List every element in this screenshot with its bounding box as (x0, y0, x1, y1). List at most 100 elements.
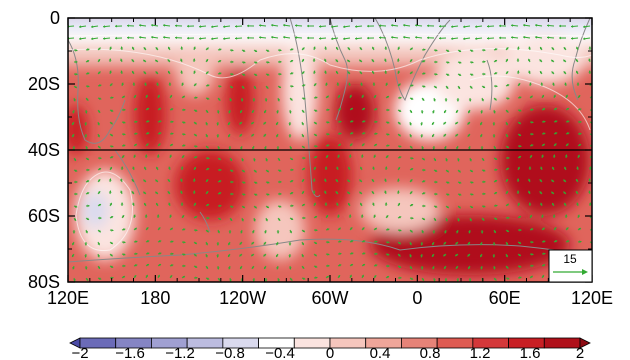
wind-vector-head (444, 146, 447, 150)
wind-vector-head (240, 266, 243, 269)
wind-vector-head (577, 95, 581, 98)
wind-vector-head (312, 178, 316, 181)
wind-vector-head (494, 157, 498, 160)
wind-vector-head (230, 85, 233, 89)
wind-vector-head (313, 202, 316, 206)
wind-vector-head (193, 166, 196, 170)
wind-vector-head (371, 59, 375, 62)
wind-vector-head (447, 193, 450, 196)
wind-vector-head (87, 48, 90, 52)
wind-vector-head (385, 155, 389, 158)
wind-vector-head (110, 265, 114, 268)
wind-vector-head (251, 110, 255, 113)
wind-vector-head (468, 110, 471, 114)
wind-vector-head (505, 58, 508, 62)
wind-vector-head (301, 242, 304, 246)
wind-vector-head (240, 146, 243, 150)
wind-vector-head (266, 73, 270, 76)
wind-vector-head (211, 37, 214, 41)
wind-vector-head (360, 202, 363, 206)
wind-vector-head (156, 154, 160, 157)
wind-vector-head (143, 71, 147, 74)
wind-vector-head (228, 122, 231, 125)
wind-vector-head (471, 192, 474, 196)
wind-vector-head (409, 123, 412, 126)
wind-vector-head (252, 230, 255, 234)
wind-vector-head (467, 122, 470, 125)
wind-vector-head (451, 25, 454, 28)
wind-vector-head (312, 70, 316, 73)
wind-vector-head (229, 98, 232, 102)
wind-vector-head (443, 121, 446, 125)
wind-vector-head (219, 84, 222, 88)
wind-vector-head (239, 134, 243, 137)
wind-vector-head (542, 264, 546, 267)
wind-vector-head (576, 82, 580, 85)
wind-vector-head (302, 229, 305, 233)
wind-vector-head (180, 58, 183, 62)
wind-vector-head (530, 228, 534, 231)
wind-vector-head (254, 73, 258, 76)
wind-vector-head (447, 60, 450, 64)
wind-vector-head (530, 95, 533, 99)
wind-vector-head (289, 230, 292, 234)
wind-vector-head (551, 191, 554, 195)
wind-vector-head (181, 82, 184, 85)
wind-vector-head (86, 192, 90, 195)
wind-vector-head (384, 166, 388, 169)
wind-vector-head (314, 216, 318, 219)
wind-vector-head (131, 179, 135, 182)
wind-vector-head (338, 264, 342, 267)
wind-vector-head (349, 274, 352, 278)
wind-vector-head (325, 215, 328, 218)
wind-vector-head (242, 169, 245, 173)
wind-vector-head (360, 82, 364, 85)
wind-vector-head (276, 242, 279, 246)
wind-vector-head (575, 179, 579, 182)
wind-vector-head (85, 278, 89, 281)
wind-vector-head (228, 231, 232, 234)
wind-vector-head (367, 24, 370, 28)
wind-vector-head (403, 23, 406, 27)
wind-vector-head (135, 252, 138, 256)
wind-vector-head (362, 264, 365, 267)
wind-vector-head (349, 94, 352, 98)
wind-vector-head (254, 49, 258, 52)
wind-vector-head (494, 278, 497, 281)
wind-vector-head (457, 219, 460, 222)
wind-vector-head (519, 109, 522, 112)
wind-vector-head (85, 146, 88, 150)
wind-vector-head (458, 73, 462, 76)
wind-vector-head (313, 46, 316, 49)
wind-vector-head (121, 215, 125, 218)
wind-vector-head (135, 120, 138, 124)
wind-vector-head (455, 133, 458, 137)
wind-vector-head (84, 123, 88, 126)
wind-vector-head (531, 108, 534, 112)
wind-vector-head (290, 72, 294, 75)
wind-vector-head (372, 82, 376, 85)
wind-vector-head (123, 264, 126, 268)
wind-vector-head (314, 121, 317, 125)
wind-vector-head (302, 145, 305, 149)
wind-vector-head (73, 279, 76, 282)
wind-vector-head (122, 95, 125, 99)
wind-vector-head (169, 275, 173, 278)
wind-vector-head (373, 275, 377, 278)
wind-vector-head (131, 59, 135, 62)
wind-vector-head (122, 276, 125, 279)
wind-vector-head (98, 277, 102, 280)
wind-vector-head (146, 240, 150, 243)
wind-vector-head (552, 82, 555, 85)
wind-vector-head (506, 229, 509, 232)
wind-vector-head (336, 166, 339, 169)
wind-vector-head (74, 169, 78, 172)
wind-vector-head (363, 252, 366, 255)
wind-vector-head (566, 132, 570, 135)
wind-vector-head (218, 157, 221, 160)
wind-vector-head (301, 266, 305, 269)
wind-vector-head (265, 158, 268, 162)
wind-vector-head (518, 241, 522, 244)
wind-vector-head (372, 166, 375, 169)
